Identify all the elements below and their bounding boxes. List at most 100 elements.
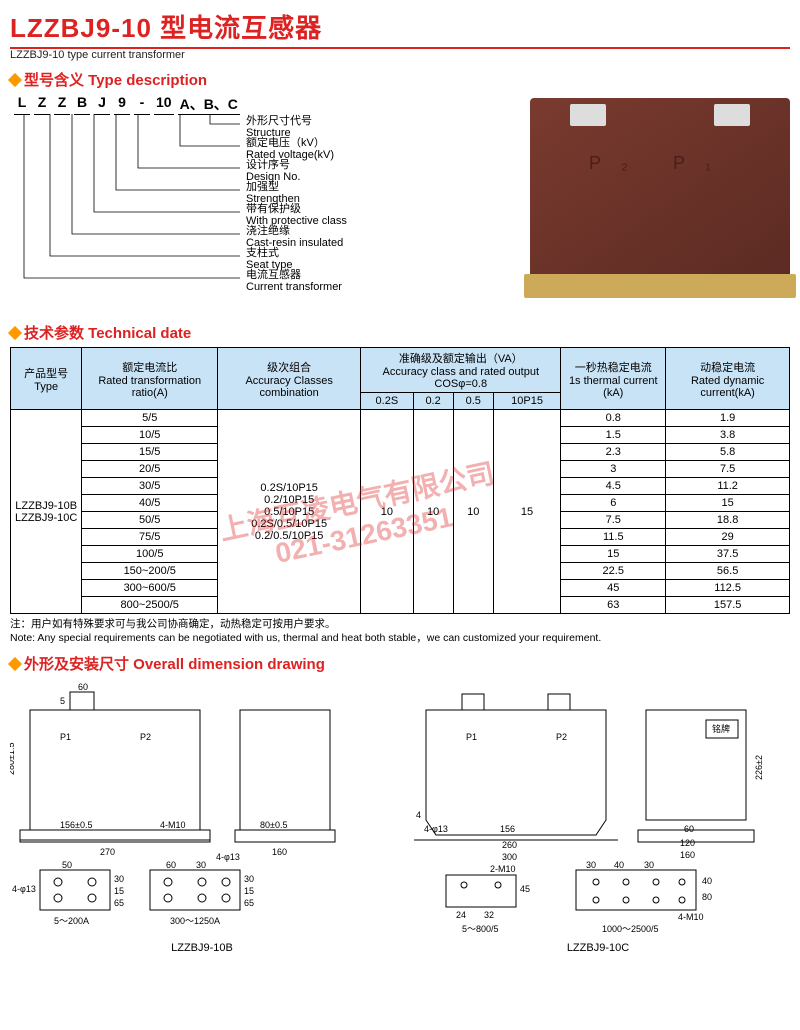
svg-text:65: 65: [114, 898, 124, 908]
svg-text:4-φ13: 4-φ13: [12, 884, 36, 894]
th-type: 产品型号Type: [11, 348, 82, 410]
cell-ratio: 5/5: [82, 410, 218, 427]
cell-output: 10: [453, 410, 493, 614]
section-typedesc: 型号含义 Type description: [10, 69, 790, 90]
dim-b-labels: P1 P2 156±0.5 270 4-M10 60 5 280±1.5 80±…: [10, 682, 287, 926]
th-thermal: 一秒热稳定电流1s thermal current (kA): [561, 348, 666, 410]
svg-text:15: 15: [114, 886, 124, 896]
cell-thermal: 4.5: [561, 478, 666, 495]
svg-text:226±2: 226±2: [754, 755, 764, 780]
svg-text:4-φ13: 4-φ13: [424, 824, 448, 834]
cell-ratio: 15/5: [82, 444, 218, 461]
diamond-icon: [8, 72, 22, 86]
diamond-icon: [8, 325, 22, 339]
note-cn: 注：用户如有特殊要求可与我公司协商确定，动热稳定可按用户要求。: [10, 618, 790, 632]
dimensions-area: P1 P2 156±0.5 270 4-M10 60 5 280±1.5 80±…: [10, 680, 790, 954]
dim-b-svg: P1 P2 156±0.5 270 4-M10 60 5 280±1.5 80±…: [10, 680, 390, 940]
type-tree-svg: [10, 94, 470, 314]
svg-text:160: 160: [272, 847, 287, 857]
svg-text:160: 160: [680, 850, 695, 860]
cell-dynamic: 56.5: [666, 563, 790, 580]
svg-text:270: 270: [100, 847, 115, 857]
diamond-icon: [8, 657, 22, 671]
cell-dynamic: 112.5: [666, 580, 790, 597]
cell-ratio: 30/5: [82, 478, 218, 495]
svg-text:80: 80: [702, 892, 712, 902]
th-col: 0.2: [413, 393, 453, 410]
th-accuracy: 准确级及额定输出（VA）Accuracy class and rated out…: [361, 348, 561, 393]
svg-text:2-M10: 2-M10: [490, 864, 516, 874]
typedesc-item: 支柱式 Seat type: [246, 248, 292, 271]
title-cn: LZZBJ9-10 型电流互感器: [10, 8, 322, 45]
svg-text:5～200A: 5～200A: [54, 916, 89, 926]
svg-text:60: 60: [684, 824, 694, 834]
svg-text:65: 65: [244, 898, 254, 908]
dim-b: P1 P2 156±0.5 270 4-M10 60 5 280±1.5 80±…: [10, 680, 394, 954]
typedesc-item: 设计序号 Design No.: [246, 160, 300, 183]
svg-text:30: 30: [244, 874, 254, 884]
cell-output: 10: [413, 410, 453, 614]
cell-ratio: 10/5: [82, 427, 218, 444]
table-note: 注：用户如有特殊要求可与我公司协商确定，动热稳定可按用户要求。 Note: An…: [10, 618, 790, 645]
svg-text:156: 156: [500, 824, 515, 834]
svg-text:5～800/5: 5～800/5: [462, 924, 499, 934]
svg-text:120: 120: [680, 838, 695, 848]
dim-c-label: LZZBJ9-10C: [406, 942, 790, 954]
type-code-tree: L Z Z B J 9 - 10 A、B、C: [10, 94, 520, 314]
cell-dynamic: 1.9: [666, 410, 790, 427]
cell-thermal: 45: [561, 580, 666, 597]
section-dims-label: 外形及安装尺寸 Overall dimension drawing: [24, 653, 325, 674]
typedesc-item: 额定电压（kV） Rated voltage(kV): [246, 138, 334, 161]
svg-text:30: 30: [196, 860, 206, 870]
svg-text:30: 30: [586, 860, 596, 870]
svg-text:30: 30: [644, 860, 654, 870]
cell-thermal: 6: [561, 495, 666, 512]
dim-c-labels: P1 P2 4-φ13 156 260 300 4 铭牌 60 120 160 …: [416, 723, 764, 934]
cell-dynamic: 15: [666, 495, 790, 512]
svg-text:P2: P2: [556, 732, 567, 742]
cell-output: 15: [493, 410, 560, 614]
cell-ratio: 100/5: [82, 546, 218, 563]
svg-text:40: 40: [614, 860, 624, 870]
cell-thermal: 63: [561, 597, 666, 614]
svg-text:60: 60: [166, 860, 176, 870]
cell-ratio: 800~2500/5: [82, 597, 218, 614]
product-photo: [530, 98, 790, 298]
cell-thermal: 1.5: [561, 427, 666, 444]
svg-text:P2: P2: [140, 732, 151, 742]
svg-text:50: 50: [62, 860, 72, 870]
section-dims: 外形及安装尺寸 Overall dimension drawing: [10, 653, 790, 674]
svg-text:45: 45: [520, 884, 530, 894]
cell-ratio: 40/5: [82, 495, 218, 512]
section-typedesc-label: 型号含义 Type description: [24, 69, 207, 90]
svg-text:80±0.5: 80±0.5: [260, 820, 287, 830]
cell-dynamic: 37.5: [666, 546, 790, 563]
th-ratio: 额定电流比Rated transformation ratio(A): [82, 348, 218, 410]
cell-thermal: 0.8: [561, 410, 666, 427]
svg-text:24: 24: [456, 910, 466, 920]
typedesc-item: 浇注绝缘 Cast-resin insulated: [246, 226, 343, 249]
cell-dynamic: 7.5: [666, 461, 790, 478]
section-tech: 技术参数 Technical date: [10, 322, 790, 343]
cell-ratio: 20/5: [82, 461, 218, 478]
svg-text:4: 4: [416, 810, 421, 820]
svg-text:P1: P1: [60, 732, 71, 742]
cell-dynamic: 11.2: [666, 478, 790, 495]
th-dynamic: 动稳定电流Rated dynamic current(kA): [666, 348, 790, 410]
th-col: 0.2S: [361, 393, 413, 410]
cell-dynamic: 18.8: [666, 512, 790, 529]
page-title: LZZBJ9-10 型电流互感器: [10, 8, 790, 49]
typedesc-item: 带有保护级 With protective class: [246, 204, 347, 227]
cell-output: 10: [361, 410, 413, 614]
svg-text:铭牌: 铭牌: [712, 723, 730, 734]
th-col: 0.5: [453, 393, 493, 410]
note-en: Note: Any special requirements can be ne…: [10, 632, 790, 646]
cell-thermal: 7.5: [561, 512, 666, 529]
th-col: 10P15: [493, 393, 560, 410]
svg-text:156±0.5: 156±0.5: [60, 820, 92, 830]
svg-text:40: 40: [702, 876, 712, 886]
svg-text:260: 260: [502, 840, 517, 850]
cell-thermal: 15: [561, 546, 666, 563]
svg-text:300～1250A: 300～1250A: [170, 916, 220, 926]
cell-dynamic: 157.5: [666, 597, 790, 614]
